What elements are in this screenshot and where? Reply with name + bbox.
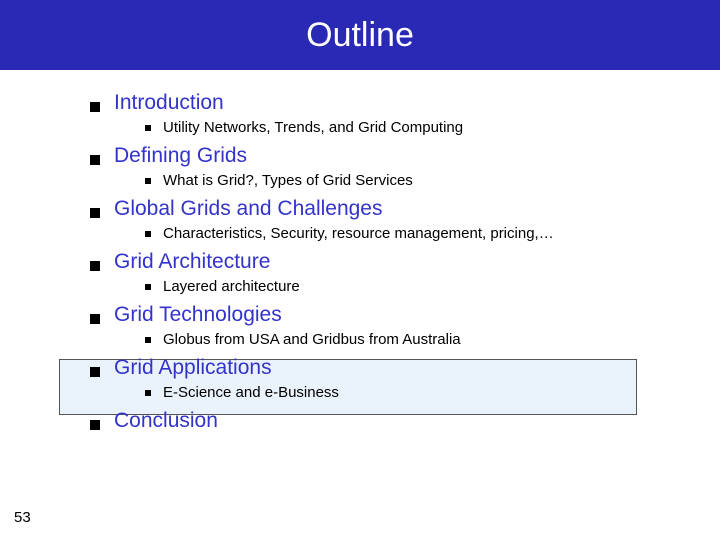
outline-subitem: E-Science and e-Business — [145, 382, 720, 404]
bullet-icon — [145, 337, 151, 343]
outline-item-label: Grid Applications — [114, 355, 272, 380]
outline-subitem-label: Globus from USA and Gridbus from Austral… — [163, 329, 461, 351]
outline-subitem: Globus from USA and Gridbus from Austral… — [145, 329, 720, 351]
outline-subitem: What is Grid?, Types of Grid Services — [145, 170, 720, 192]
outline-subitem-label: E-Science and e-Business — [163, 382, 339, 404]
bullet-icon — [145, 178, 151, 184]
bullet-icon — [90, 155, 100, 165]
bullet-icon — [90, 208, 100, 218]
slide-title: Outline — [306, 16, 414, 55]
outline-item-label: Grid Technologies — [114, 302, 282, 327]
outline-item-label: Introduction — [114, 90, 224, 115]
outline-item: Introduction — [90, 90, 720, 115]
outline-subitem-label: Utility Networks, Trends, and Grid Compu… — [163, 117, 463, 139]
title-bar: Outline — [0, 0, 720, 70]
outline-item: Grid Technologies — [90, 302, 720, 327]
bullet-icon — [90, 261, 100, 271]
outline-item: Defining Grids — [90, 143, 720, 168]
bullet-icon — [90, 367, 100, 377]
outline-subitem: Characteristics, Security, resource mana… — [145, 223, 720, 245]
outline-subitem-label: Characteristics, Security, resource mana… — [163, 223, 554, 245]
outline-subitem-label: What is Grid?, Types of Grid Services — [163, 170, 413, 192]
bullet-icon — [90, 420, 100, 430]
outline-item: Global Grids and Challenges — [90, 196, 720, 221]
outline-subitem: Layered architecture — [145, 276, 720, 298]
outline-item-label: Global Grids and Challenges — [114, 196, 383, 221]
outline-item: Conclusion — [90, 408, 720, 433]
outline-item-label: Grid Architecture — [114, 249, 270, 274]
bullet-icon — [145, 125, 151, 131]
outline-item-label: Defining Grids — [114, 143, 247, 168]
outline-item: Grid Applications — [90, 355, 720, 380]
slide-number: 53 — [14, 509, 31, 526]
bullet-icon — [145, 231, 151, 237]
outline-item-label: Conclusion — [114, 408, 218, 433]
bullet-icon — [90, 314, 100, 324]
bullet-icon — [90, 102, 100, 112]
outline-content: Introduction Utility Networks, Trends, a… — [0, 90, 720, 435]
bullet-icon — [145, 390, 151, 396]
outline-item: Grid Architecture — [90, 249, 720, 274]
bullet-icon — [145, 284, 151, 290]
outline-subitem: Utility Networks, Trends, and Grid Compu… — [145, 117, 720, 139]
outline-subitem-label: Layered architecture — [163, 276, 300, 298]
